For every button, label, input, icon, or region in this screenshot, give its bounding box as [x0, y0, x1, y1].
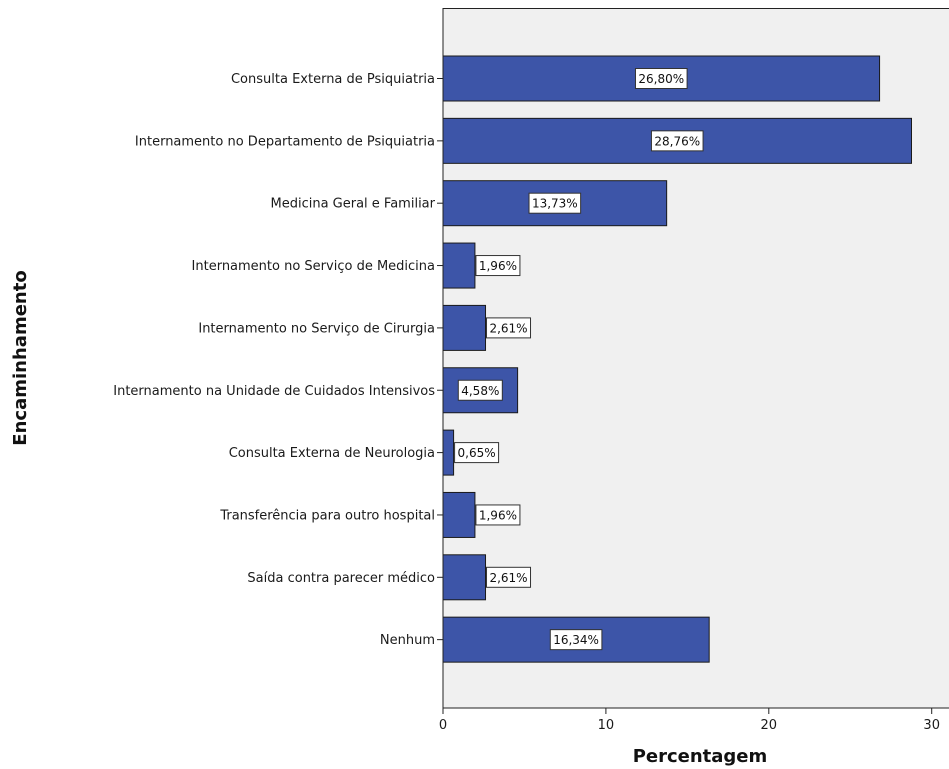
x-tick-label: 0	[439, 718, 447, 733]
category-labels: Consulta Externa de Psiquiatria Intername…	[113, 72, 443, 648]
x-tick-label: 20	[761, 718, 778, 733]
category-label: Internamento na Unidade de Cuidados Inte…	[113, 384, 435, 399]
category-label: Internamento no Serviço de Cirurgia	[198, 321, 435, 336]
data-label-box	[650, 130, 704, 152]
data-label-box	[454, 442, 500, 464]
bar	[442, 304, 487, 351]
category-label: Transferência para outro hospital	[219, 508, 435, 523]
bar	[442, 554, 487, 601]
data-label: 1,96%	[479, 508, 517, 522]
data-label: 13,73%	[532, 197, 578, 211]
x-tick-label: 30	[923, 718, 940, 733]
x-tick-label: 10	[598, 718, 615, 733]
data-label: 2,61%	[489, 571, 527, 585]
bar	[442, 242, 476, 289]
category-label: Consulta Externa de Psiquiatria	[231, 72, 435, 87]
category-label: Medicina Geral e Familiar	[271, 197, 436, 212]
data-label: 28,76%	[654, 134, 700, 148]
data-label: 26,80%	[638, 72, 684, 86]
data-label-box	[457, 379, 503, 401]
plot-area	[443, 8, 949, 708]
category-label: Saída contra parecer médico	[247, 571, 435, 586]
bar	[442, 429, 455, 476]
category-label: Consulta Externa de Neurologia	[229, 446, 435, 461]
data-label-box	[475, 504, 521, 526]
bar	[442, 491, 476, 538]
x-axis-title: Percentagem	[633, 746, 768, 767]
category-label: Internamento no Serviço de Medicina	[192, 259, 435, 274]
data-labels: 26,80% 28,76% 13,73% 1,96% 2,61% 4,58% 0,65% 1,…	[454, 68, 704, 651]
data-label-box	[486, 317, 532, 339]
y-axis-title: Encaminhamento	[10, 270, 31, 445]
category-label: Nenhum	[380, 633, 435, 648]
x-axis: 0 10 20 30	[439, 707, 949, 733]
data-label: 0,65%	[458, 446, 496, 460]
data-label-box	[528, 192, 582, 214]
data-label-box	[634, 68, 688, 89]
data-label: 4,58%	[461, 384, 499, 398]
data-label-box	[486, 566, 532, 588]
category-label: Internamento no Departamento de Psiquiat…	[135, 134, 435, 149]
data-label: 2,61%	[489, 321, 527, 335]
data-label: 16,34%	[553, 633, 599, 647]
data-label-box	[549, 629, 603, 651]
data-label: 1,96%	[479, 259, 517, 273]
data-label-box	[475, 255, 521, 277]
